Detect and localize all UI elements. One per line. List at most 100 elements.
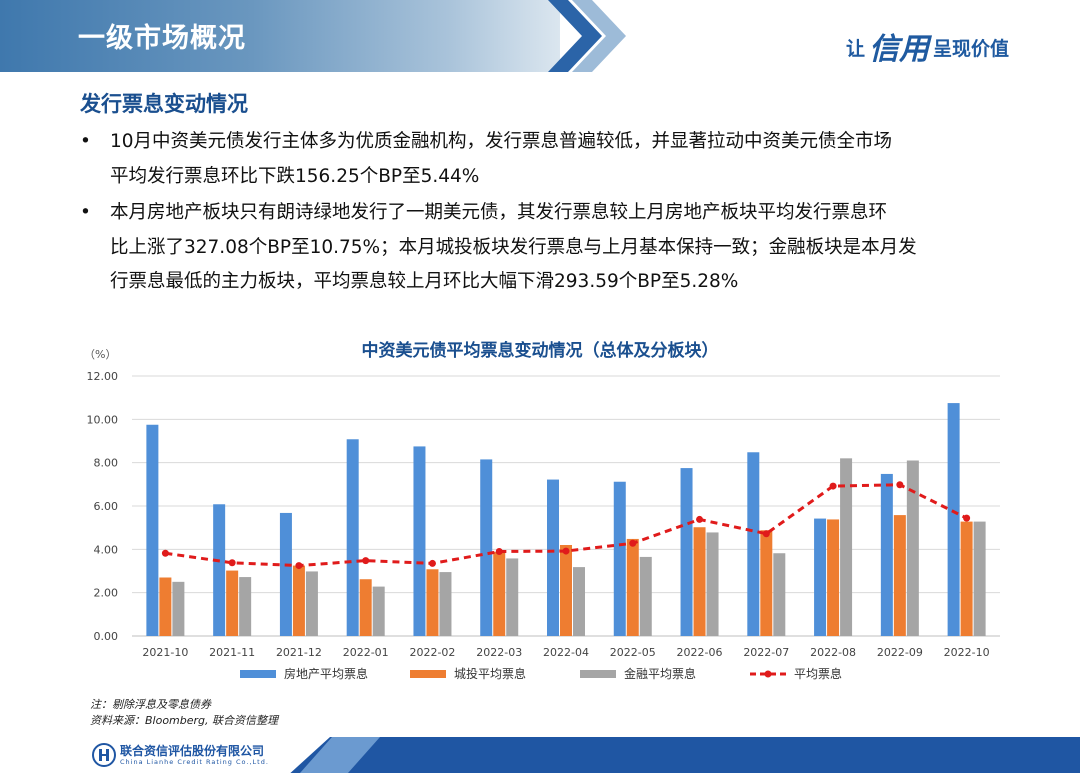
bar-3-2022-07 [773, 553, 786, 636]
bar-3-2022-10 [973, 521, 986, 636]
bar-1-2022-01 [346, 439, 359, 636]
bar-3-2022-06 [706, 532, 719, 636]
legend-label: 房地产平均票息 [284, 666, 368, 681]
x-tick-label: 2022-03 [476, 646, 522, 659]
average-point-2022-03 [495, 548, 503, 555]
y-tick-label: 2.00 [94, 587, 119, 600]
average-point-2022-06 [696, 515, 704, 523]
bar-1-2022-10 [947, 403, 960, 636]
average-point-2021-10 [161, 549, 169, 557]
x-tick-label: 2022-05 [610, 646, 656, 659]
bar-1-2022-03 [480, 459, 493, 636]
bullet-line: 行票息最低的主力板块，平均票息较上月环比大幅下滑293.59个BP至5.28% [110, 271, 739, 292]
y-axis-unit-label: （%） [84, 348, 116, 361]
bar-3-2022-04 [573, 567, 585, 636]
bar-3-2022-09 [906, 460, 919, 636]
x-tick-label: 2021-12 [276, 646, 322, 659]
bullet-dot-icon: • [80, 131, 91, 152]
chart-title: 中资美元债平均票息变动情况（总体及分板块） [362, 340, 719, 361]
footer: 联合资信评估股份有限公司 China Lianhe Credit Rating … [0, 737, 1080, 773]
legend-swatch [580, 670, 616, 678]
bar-2-2021-10 [159, 577, 172, 636]
average-point-2022-02 [428, 559, 436, 567]
bar-1-2022-06 [680, 468, 693, 636]
x-axis-labels: 2021-10 2021-11 2021-12 2022-01 2022-02 2022-… [142, 646, 989, 659]
note-exclusion: 注：剔除浮息及零息债券 [90, 698, 211, 711]
bar-1-2022-02 [413, 446, 426, 636]
company-name-en: China Lianhe Credit Rating Co.,Ltd. [120, 758, 269, 766]
bar-3-2022-05 [639, 556, 652, 636]
bar-2-2022-05 [626, 538, 639, 636]
bar-1-2022-05 [613, 481, 626, 636]
bullet-line: 比上涨了327.08个BP至10.75%；本月城投板块发行票息与上月基本保持一致… [110, 236, 917, 258]
chart-svg: 中资美元债平均票息变动情况（总体及分板块） （%） 0.00 2.00 4.00 6.… [84, 340, 1000, 681]
bullet-item: • 本月房地产板块只有朗诗绿地发行了一期美元债，其发行票息较上月房地产板块平均发… [80, 196, 1010, 300]
slogan: 让信用 呈现价值 [846, 24, 1009, 68]
chevron-arrows-icon [548, 0, 626, 72]
bar-2-2022-02 [426, 569, 439, 636]
bar-3-2021-10 [172, 581, 185, 636]
header: 一级市场概况 让信用 呈现价值 [0, 0, 1080, 78]
x-tick-label: 2021-10 [142, 646, 188, 659]
x-tick-label: 2022-08 [810, 646, 856, 659]
x-tick-label: 2022-02 [409, 646, 455, 659]
bar-1-2022-04 [547, 479, 559, 636]
average-point-2022-07 [762, 530, 770, 538]
bar-2-2022-10 [960, 521, 973, 636]
y-tick-label: 4.00 [94, 543, 119, 556]
bar-3-2022-08 [840, 458, 853, 636]
note-source: 资料来源：Bloomberg, 联合资信整理 [90, 714, 279, 727]
average-point-2022-09 [896, 481, 904, 489]
average-point-2022-10 [963, 514, 971, 522]
bar-1-2021-11 [213, 504, 226, 636]
bar-3-2021-12 [305, 571, 318, 636]
section-title: 发行票息变动情况 [80, 92, 248, 116]
bar-2-2022-04 [560, 545, 572, 636]
slogan-emphasis: 信用 [869, 32, 930, 67]
legend-swatch [240, 670, 276, 678]
average-point-2021-11 [228, 559, 236, 567]
bar-1-2022-07 [747, 452, 760, 636]
bar-1-2021-12 [279, 512, 292, 636]
bar-3-2021-11 [239, 577, 252, 636]
y-tick-label: 12.00 [87, 370, 119, 383]
x-tick-label: 2022-07 [743, 646, 789, 659]
bar-2-2021-11 [226, 570, 239, 636]
average-point-2022-05 [629, 539, 637, 547]
x-tick-label: 2022-01 [343, 646, 389, 659]
average-point-2021-12 [295, 562, 303, 570]
legend-label: 平均票息 [794, 666, 842, 681]
coupon-chart: 中资美元债平均票息变动情况（总体及分板块） （%） 0.00 2.00 4.00 6.… [70, 330, 1010, 695]
bullet-line: 平均发行票息环比下跌156.25个BP至5.44% [110, 165, 480, 187]
x-tick-label: 2021-11 [209, 646, 255, 659]
slogan-suffix: 呈现价值 [933, 38, 1010, 60]
bar-2-2022-03 [493, 551, 506, 636]
legend-label: 金融平均票息 [624, 666, 696, 681]
legend-label: 城投平均票息 [454, 666, 526, 681]
bar-2-2021-12 [292, 565, 305, 636]
company-logo-icon [92, 743, 116, 767]
x-tick-label: 2022-04 [543, 646, 589, 659]
bar-3-2022-01 [372, 586, 385, 636]
company-name: 联合资信评估股份有限公司 [120, 744, 265, 758]
chart-line [161, 481, 971, 570]
title-band [0, 0, 560, 72]
average-point-2022-08 [829, 482, 837, 490]
bullet-dot-icon: • [80, 202, 91, 223]
bar-1-2021-10 [146, 424, 159, 636]
bar-3-2022-03 [506, 558, 519, 636]
y-tick-label: 0.00 [94, 630, 119, 643]
bullet-line: 10月中资美元债发行主体多为优质金融机构，发行票息普遍较低，并显著拉动中资美元债… [110, 131, 893, 152]
chart-bars [146, 403, 986, 636]
x-tick-label: 2022-10 [944, 646, 990, 659]
bar-1-2022-08 [814, 518, 827, 636]
bullet-line: 本月房地产板块只有朗诗绿地发行了一期美元债，其发行票息较上月房地产板块平均发行票… [110, 202, 888, 223]
y-tick-label: 10.00 [87, 413, 119, 426]
legend-swatch [410, 670, 446, 678]
bar-2-2022-07 [760, 530, 773, 636]
bullet-list: • 10月中资美元债发行主体多为优质金融机构，发行票息普遍较低，并显著拉动中资美… [80, 125, 1010, 302]
chart-legend: 房地产平均票息 城投平均票息 金融平均票息 平均票息 [240, 666, 842, 681]
legend-marker [764, 670, 772, 678]
x-tick-label: 2022-06 [677, 646, 723, 659]
average-point-2022-01 [362, 557, 370, 565]
